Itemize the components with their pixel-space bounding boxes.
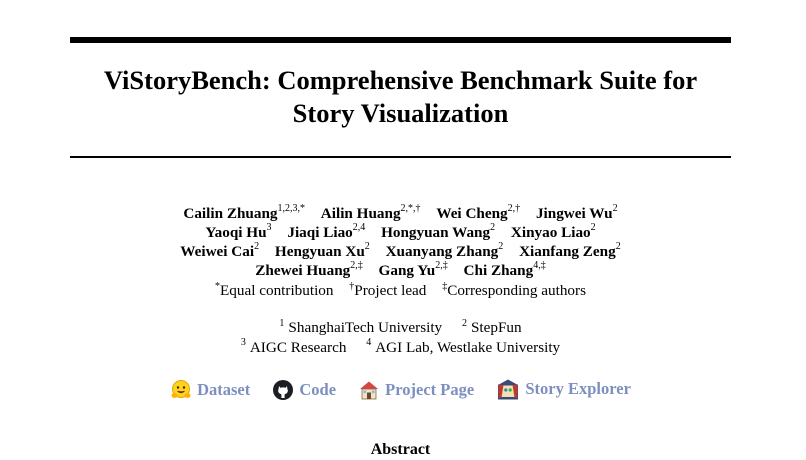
- author: Hongyuan Wang2: [381, 221, 496, 241]
- author-line: Yaoqi Hu3 Jiaqi Liao2,4 Hongyuan Wang2 X…: [70, 221, 731, 242]
- author: Ailin Huang2,*,†: [320, 202, 421, 222]
- house-icon: [360, 381, 379, 400]
- affiliation: 3 AIGC Research: [240, 337, 347, 356]
- note-corresponding: ‡Corresponding authors: [442, 280, 586, 299]
- affiliation-line: 3 AIGC Research 4 AGI Lab, Westlake Univer…: [70, 338, 731, 358]
- dataset-link[interactable]: Dataset: [170, 375, 250, 405]
- author-line: Zhewei Huang2,‡ Gang Yu2,‡ Chi Zhang4,‡: [70, 259, 731, 280]
- author: Chi Zhang4,‡: [463, 259, 546, 279]
- note-project-lead: †Project lead: [349, 280, 427, 299]
- story-explorer-link[interactable]: Story Explorer: [496, 374, 631, 404]
- author: Jingwei Wu2: [535, 202, 618, 222]
- author: Hengyuan Xu2: [274, 240, 370, 260]
- resource-links: Dataset Code Project Page Story Explorer: [70, 374, 731, 411]
- theater-icon: [498, 379, 519, 400]
- paper-title: ViStoryBench: Comprehensive Benchmark Su…: [103, 65, 698, 128]
- author: Zhewei Huang2,‡: [255, 259, 363, 279]
- title-bottom-rule: [70, 156, 731, 158]
- top-rule: [70, 37, 731, 43]
- affiliation-line: 1 ShanghaiTech University 2 StepFun: [70, 318, 731, 338]
- affiliations: 1 ShanghaiTech University 2 StepFun 3 AIGC …: [70, 318, 731, 357]
- note-equal-contribution: *Equal contribution: [215, 280, 334, 299]
- author-notes: *Equal contribution †Project lead ‡Corre…: [70, 281, 731, 300]
- affiliation: 2 StepFun: [461, 317, 522, 336]
- affiliation: 1 ShanghaiTech University: [279, 317, 443, 336]
- author: Wei Cheng2,†: [436, 202, 521, 222]
- author: Yaoqi Hu3: [205, 221, 272, 241]
- github-icon: [273, 380, 294, 400]
- abstract-heading: Abstract: [370, 441, 431, 458]
- code-link[interactable]: Code: [272, 375, 336, 405]
- author: Xinyao Liao2: [510, 221, 596, 241]
- author-list: Cailin Zhuang1,2,3,* Ailin Huang2,*,† We…: [70, 202, 731, 280]
- author: Xianfang Zeng2: [519, 240, 621, 260]
- author: Xuanyang Zhang2: [385, 240, 504, 260]
- affiliation: 4 AGI Lab, Westlake University: [366, 337, 561, 356]
- author: Jiaqi Liao2,4: [287, 221, 366, 241]
- author-line: Cailin Zhuang1,2,3,* Ailin Huang2,*,† We…: [70, 202, 731, 223]
- author: Weiwei Cai2: [180, 240, 260, 260]
- author: Cailin Zhuang1,2,3,*: [183, 202, 305, 222]
- author-line: Weiwei Cai2 Hengyuan Xu2 Xuanyang Zhang2…: [70, 240, 731, 261]
- project-page-link[interactable]: Project Page: [358, 375, 474, 405]
- hugging-face-icon: [171, 380, 191, 398]
- author: Gang Yu2,‡: [378, 259, 448, 279]
